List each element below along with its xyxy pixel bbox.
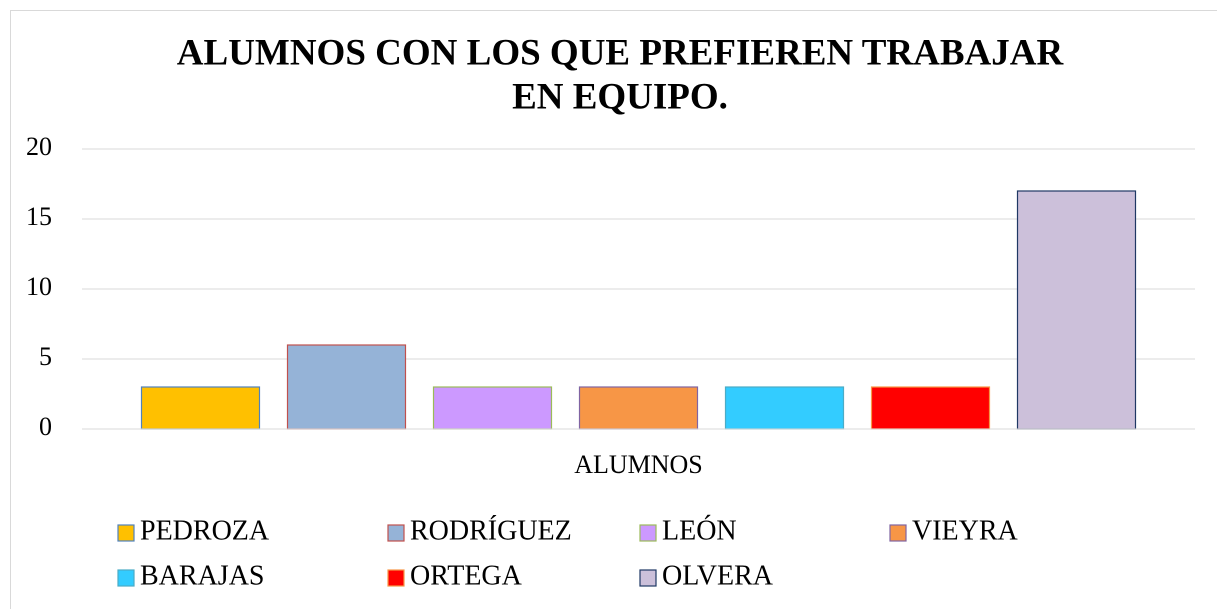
y-tick-label: 15 [26, 202, 52, 231]
legend-label: BARAJAS [140, 560, 264, 591]
legend-swatch [889, 524, 907, 542]
bar [578, 386, 699, 430]
legend-swatch [387, 524, 405, 542]
x-tick-label: ALUMNOS [574, 450, 703, 479]
legend-swatch [639, 524, 657, 542]
bar [432, 386, 553, 430]
bar [286, 344, 407, 430]
legend-swatch [639, 569, 657, 587]
y-tick-label: 0 [39, 412, 52, 441]
chart-border [10, 10, 1217, 609]
legend-swatch [117, 524, 135, 542]
legend-label: ORTEGA [410, 560, 523, 591]
bar [1016, 190, 1137, 430]
legend-label: PEDROZA [140, 515, 270, 546]
y-tick-label: 20 [26, 132, 52, 161]
bar [870, 386, 991, 430]
legend-label: VIEYRA [912, 515, 1019, 546]
legend-label: RODRÍGUEZ [410, 515, 572, 546]
legend-label: OLVERA [662, 560, 774, 591]
chart-title: EN EQUIPO. [512, 76, 728, 117]
bar [140, 386, 261, 430]
y-tick-label: 10 [26, 272, 52, 301]
legend-swatch [117, 569, 135, 587]
y-tick-label: 5 [39, 342, 52, 371]
legend-swatch [387, 569, 405, 587]
bar [724, 386, 845, 430]
chart-title: ALUMNOS CON LOS QUE PREFIEREN TRABAJAR [177, 32, 1065, 73]
legend-label: LEÓN [662, 515, 737, 546]
